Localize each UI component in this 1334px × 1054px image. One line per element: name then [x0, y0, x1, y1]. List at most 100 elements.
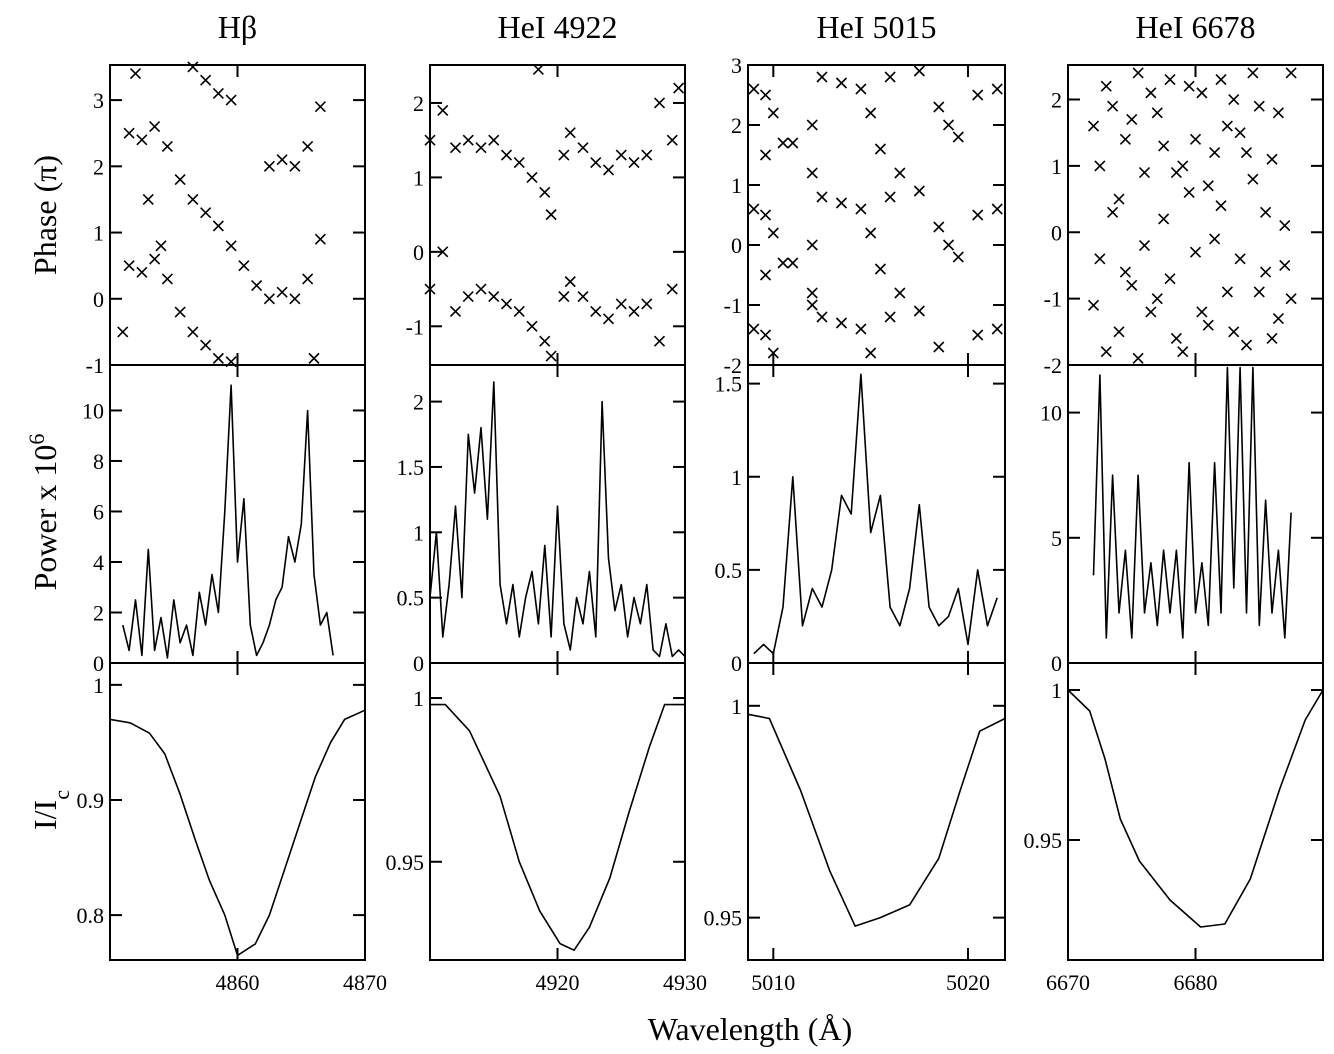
cross-marker [913, 305, 925, 317]
cross-marker [488, 134, 500, 146]
cross-marker [1138, 239, 1151, 252]
cross-marker [1113, 193, 1125, 205]
cross-marker [1247, 173, 1259, 185]
cross-marker [777, 257, 789, 269]
cross-marker [1215, 74, 1227, 86]
cross-marker [488, 290, 500, 303]
y-axis-label: Phase (π) [27, 155, 63, 275]
cross-marker [577, 290, 589, 303]
cross-marker [187, 61, 199, 73]
cross-marker [991, 203, 1003, 215]
cross-marker [1145, 306, 1157, 318]
cross-marker [615, 149, 627, 161]
cross-marker [602, 164, 615, 176]
cross-marker [238, 260, 250, 272]
cross-marker [865, 107, 877, 119]
y-tick-label: -2 [1044, 353, 1062, 378]
cross-marker [767, 107, 779, 119]
panel-frame [109, 64, 366, 366]
cross-marker [767, 227, 779, 239]
cross-marker [1260, 266, 1272, 278]
y-axis-label-text: I/I [27, 800, 63, 830]
y-tick-label: 1 [93, 221, 104, 246]
data-line [429, 381, 686, 658]
y-tick-label: 3 [731, 53, 742, 78]
cross-marker [161, 273, 173, 285]
cross-marker [314, 101, 326, 113]
cross-marker [884, 71, 896, 83]
cross-marker [1151, 293, 1163, 305]
column-title: Hβ [218, 9, 257, 45]
cross-marker [1228, 93, 1240, 106]
y-axis-label: Power x 106 [24, 434, 64, 591]
cross-marker [200, 339, 212, 351]
y-tick-label: 0.95 [1024, 828, 1063, 853]
cross-marker [666, 134, 678, 146]
cross-marker [1221, 120, 1233, 132]
cross-marker [759, 149, 772, 161]
cross-marker [1087, 120, 1100, 132]
cross-marker [475, 142, 487, 154]
cross-marker [1189, 133, 1202, 145]
cross-marker [545, 209, 557, 221]
cross-marker [302, 140, 314, 153]
cross-marker [149, 121, 161, 133]
cross-marker [972, 89, 984, 101]
cross-marker [942, 119, 955, 131]
cross-marker [884, 311, 896, 323]
x-tick-label: 4870 [343, 970, 387, 995]
y-tick-label: 0 [1051, 220, 1062, 245]
y-tick-label: 0 [413, 240, 424, 265]
cross-marker [1177, 346, 1189, 358]
y-tick-label: 0 [731, 651, 742, 676]
cross-marker [123, 127, 135, 139]
cross-marker [615, 298, 627, 310]
cross-marker [308, 352, 320, 364]
cross-marker [302, 273, 314, 285]
x-tick-label: 4930 [663, 970, 707, 995]
x-axis-label: Wavelength (Å) [648, 1011, 852, 1047]
cross-marker [748, 203, 760, 215]
panel-frame [747, 64, 1006, 366]
cross-marker [835, 317, 848, 329]
cross-marker [539, 335, 551, 347]
cross-marker [1253, 100, 1265, 112]
cross-marker [787, 257, 799, 269]
cross-marker [1266, 153, 1278, 165]
y-tick-label: 3 [93, 88, 104, 113]
cross-marker [806, 167, 818, 179]
cross-marker [806, 239, 818, 251]
cross-marker [462, 134, 474, 146]
cross-marker [1253, 286, 1265, 298]
cross-marker [628, 156, 640, 169]
cross-marker [212, 87, 224, 100]
y-tick-label: 0.5 [715, 558, 743, 583]
cross-marker [590, 156, 602, 169]
cross-marker [1151, 107, 1163, 119]
data-line [430, 703, 685, 951]
y-axis-label-text: Phase (π) [27, 155, 63, 275]
y-tick-label: 1 [1051, 678, 1062, 703]
y-tick-label: 1 [93, 673, 104, 698]
cross-marker [1240, 147, 1253, 159]
y-tick-label: 0.95 [386, 850, 425, 875]
column-title: HeI 5015 [817, 9, 937, 45]
cross-marker [500, 149, 513, 161]
panel-frame [747, 364, 1006, 664]
cross-marker [991, 83, 1003, 95]
cross-marker [1209, 147, 1221, 159]
cross-marker [787, 137, 799, 149]
cross-marker [1285, 67, 1297, 79]
data-line [747, 713, 1006, 927]
y-tick-label: 8 [93, 449, 104, 474]
cross-marker [123, 260, 135, 272]
cross-marker [1183, 80, 1195, 92]
cross-marker [276, 286, 288, 298]
cross-marker [894, 287, 906, 299]
cross-marker [187, 193, 199, 206]
cross-marker [816, 311, 828, 323]
x-tick-label: 5010 [751, 970, 795, 995]
cross-marker [276, 154, 288, 166]
cross-marker [1279, 259, 1291, 272]
